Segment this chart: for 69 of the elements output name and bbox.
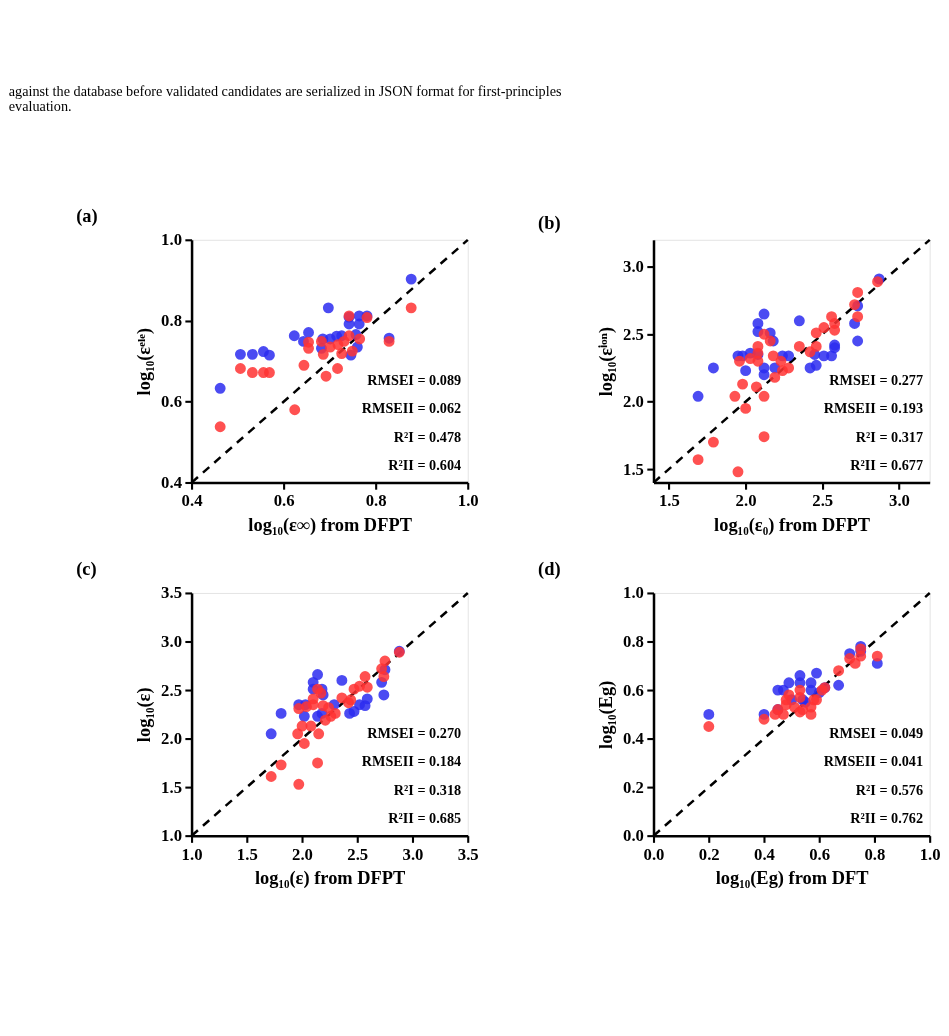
y-tick-label: 0.0	[623, 826, 644, 846]
y-tick-label: 2.0	[161, 729, 183, 749]
annotation: R²II = 0.762	[850, 810, 924, 827]
x-tick-label: 2.0	[735, 491, 757, 511]
y-axis-title: log₁₀(Eg)	[596, 680, 618, 749]
chart-title: (b)	[538, 213, 561, 235]
x-tick-label: 0.6	[809, 844, 831, 864]
x-tick-label: 0.8	[365, 491, 387, 511]
annotation: RMSEII = 0.041	[823, 753, 924, 770]
x-tick-label: 2.5	[347, 844, 369, 864]
x-tick-label: 0.8	[864, 844, 886, 864]
x-tick-label: 3.5	[457, 844, 479, 864]
x-tick-label: 0.4	[181, 491, 204, 511]
y-tick-label: 1.0	[161, 230, 183, 250]
annotation: R²I = 0.317	[855, 428, 924, 445]
annotation: R²I = 0.318	[393, 781, 462, 798]
y-tick-label: 2.5	[623, 324, 644, 344]
y-tick-label: 3.0	[161, 632, 183, 652]
y-axis-title: log₁₀(εᵉˡᵉ)	[134, 327, 156, 396]
y-tick-label: 1.5	[623, 459, 644, 479]
y-tick-label: 3.0	[623, 257, 644, 277]
x-tick-label: 1.5	[658, 491, 680, 511]
y-tick-label: 0.8	[623, 632, 644, 652]
x-tick-label: 3.0	[889, 491, 910, 511]
annotation: R²II = 0.677	[850, 457, 924, 474]
y-tick-label: 1.0	[623, 583, 644, 603]
x-tick-label: 0.2	[698, 844, 720, 864]
x-tick-label: 1.0	[457, 491, 479, 511]
annotation: RMSEI = 0.270	[367, 724, 462, 741]
x-tick-label: 1.5	[236, 844, 258, 864]
annotation: RMSEI = 0.089	[367, 371, 462, 388]
annotation: RMSEII = 0.184	[361, 753, 462, 770]
annotation: RMSEI = 0.049	[829, 724, 924, 741]
annotation: RMSEII = 0.193	[823, 400, 924, 417]
x-tick-label: 2.5	[812, 491, 834, 511]
x-axis-title: log₁₀(ε∞) from DFPT	[248, 514, 412, 536]
x-axis-title: log₁₀(ε₀) from DFPT	[714, 514, 871, 536]
x-tick-label: 1.0	[181, 844, 203, 864]
annotation: R²II = 0.685	[388, 810, 462, 827]
annotation: R²I = 0.576	[855, 781, 924, 798]
annotation: RMSEII = 0.062	[361, 400, 462, 417]
chart-title: (c)	[76, 559, 97, 581]
y-axis-title: log₁₀(εⁱᵒⁿ)	[596, 326, 618, 397]
x-tick-label: 0.4	[754, 844, 776, 864]
x-tick-label: 1.0	[919, 844, 941, 864]
x-axis-title: log₁₀(ε) from DFPT	[254, 867, 406, 889]
y-tick-label: 0.4	[161, 473, 183, 493]
x-tick-label: 3.0	[402, 844, 424, 864]
y-tick-label: 0.4	[623, 729, 645, 749]
x-tick-label: 2.0	[292, 844, 313, 864]
y-tick-label: 2.5	[161, 680, 183, 700]
y-tick-label: 1.0	[161, 826, 183, 846]
chart-title: (a)	[76, 206, 98, 228]
chart-title: (d)	[538, 559, 561, 581]
y-tick-label: 3.5	[161, 583, 183, 603]
y-tick-label: 1.5	[161, 777, 183, 797]
annotation: R²I = 0.478	[393, 428, 462, 445]
x-axis-title: log₁₀(Eg) from DFT	[715, 867, 869, 889]
y-tick-label: 0.8	[161, 311, 183, 331]
annotation: R²II = 0.604	[388, 457, 462, 474]
annotation: RMSEI = 0.277	[829, 371, 924, 388]
y-tick-label: 0.2	[623, 777, 644, 797]
x-tick-label: 0.0	[643, 844, 665, 864]
y-axis-title: log₁₀(ε)	[134, 687, 156, 743]
y-tick-label: 0.6	[623, 680, 644, 700]
x-tick-label: 0.6	[273, 491, 295, 511]
y-tick-label: 2.0	[623, 392, 644, 412]
y-tick-label: 0.6	[161, 392, 183, 412]
text: against the database before validated candidates are serialized in JSON format for first-principles evaluation.	[8, 82, 562, 115]
